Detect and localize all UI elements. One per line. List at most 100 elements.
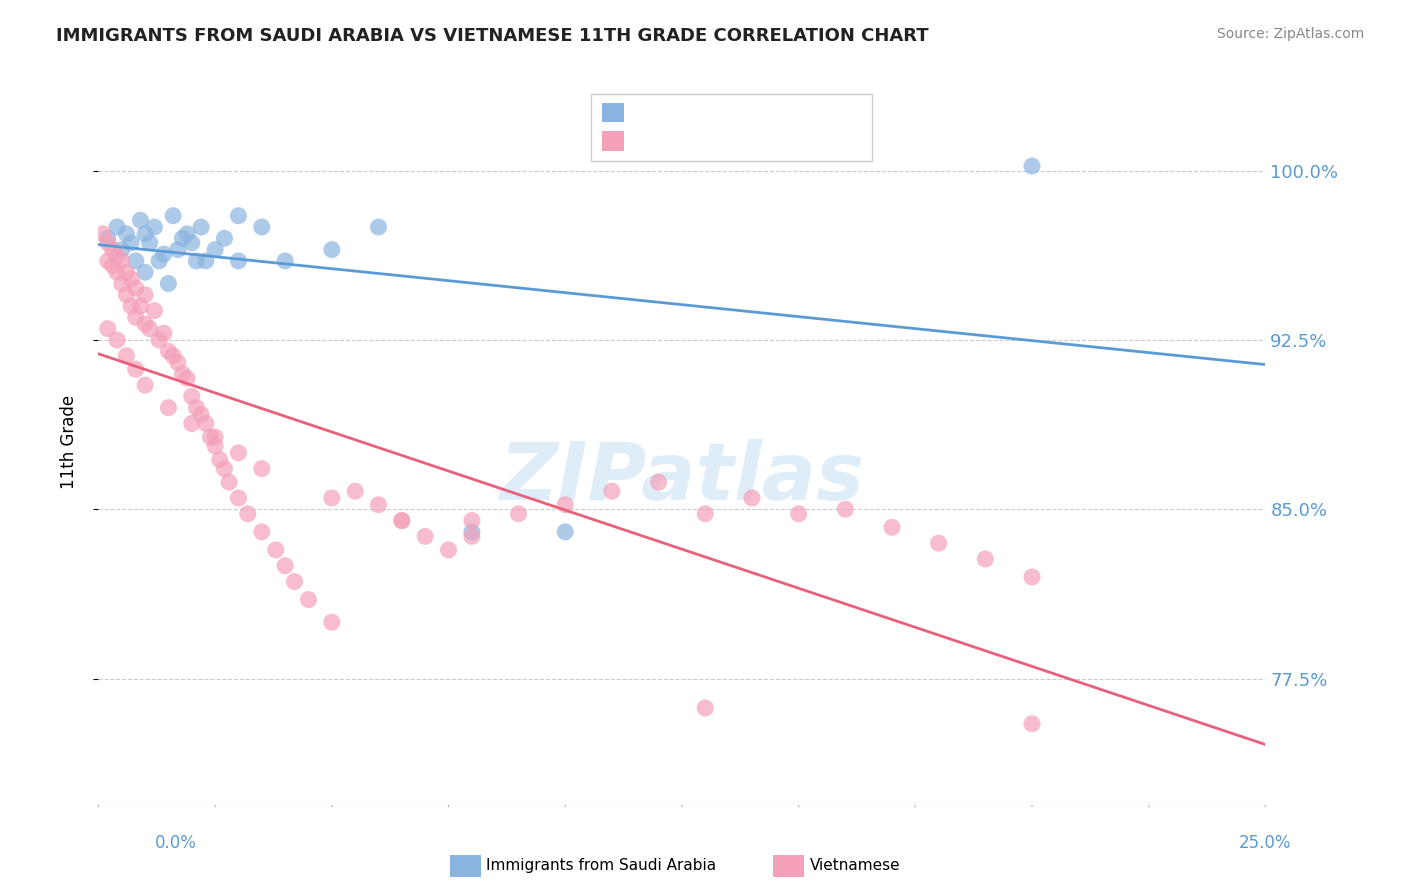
Point [101, 243, 124, 257]
Point [143, 220, 166, 235]
Point [200, 430, 222, 444]
Point [228, 209, 250, 223]
Point [134, 317, 156, 331]
Text: ZIPatlas: ZIPatlas [499, 439, 865, 516]
Point [148, 333, 170, 347]
Point [157, 344, 180, 359]
Point [139, 235, 162, 250]
Point [134, 227, 156, 241]
Point [321, 615, 343, 629]
Point [461, 514, 484, 528]
Text: 0.0%: 0.0% [155, 834, 197, 852]
Point [101, 259, 124, 273]
Point [166, 355, 188, 369]
Point [214, 461, 236, 475]
Point [283, 574, 305, 589]
Point [134, 378, 156, 392]
Point [111, 253, 134, 268]
Point [274, 558, 297, 573]
Point [152, 247, 174, 261]
Point [172, 231, 194, 245]
Y-axis label: 11th Grade: 11th Grade [59, 394, 77, 489]
Point [321, 491, 343, 505]
Point [218, 475, 240, 490]
Point [204, 243, 226, 257]
Point [134, 265, 156, 279]
Point [367, 220, 389, 235]
Point [180, 389, 202, 403]
Point [508, 507, 530, 521]
Point [120, 235, 142, 250]
Point [97, 253, 120, 268]
Point [129, 213, 152, 227]
Text: R = -0.434  N = 77: R = -0.434 N = 77 [636, 132, 793, 150]
Point [143, 303, 166, 318]
Text: R =  0.215  N = 33: R = 0.215 N = 33 [636, 103, 793, 121]
Point [554, 498, 576, 512]
Point [194, 417, 217, 431]
Point [176, 371, 198, 385]
Point [264, 542, 287, 557]
Point [111, 243, 134, 257]
Point [190, 220, 212, 235]
Point [974, 552, 997, 566]
Point [125, 253, 148, 268]
Point [741, 491, 763, 505]
Point [461, 524, 484, 539]
Point [157, 401, 180, 415]
Point [437, 542, 460, 557]
Point [125, 281, 148, 295]
Point [115, 227, 138, 241]
Point [391, 514, 413, 528]
Text: 25.0%: 25.0% [1239, 834, 1292, 852]
Point [166, 243, 188, 257]
Point [176, 227, 198, 241]
Point [1021, 159, 1043, 173]
Point [162, 209, 184, 223]
Point [1021, 716, 1043, 731]
Point [834, 502, 856, 516]
Point [928, 536, 950, 550]
Text: Immigrants from Saudi Arabia: Immigrants from Saudi Arabia [486, 858, 717, 872]
Point [236, 507, 259, 521]
Point [194, 253, 217, 268]
Point [321, 243, 343, 257]
Point [186, 253, 208, 268]
Point [297, 592, 319, 607]
Point [695, 507, 717, 521]
Point [162, 349, 184, 363]
Point [461, 529, 484, 543]
Point [554, 524, 576, 539]
Point [172, 367, 194, 381]
Point [880, 520, 903, 534]
Point [157, 277, 180, 291]
Point [600, 484, 623, 499]
Point [214, 231, 236, 245]
Point [105, 265, 128, 279]
Point [134, 287, 156, 301]
Text: IMMIGRANTS FROM SAUDI ARABIA VS VIETNAMESE 11TH GRADE CORRELATION CHART: IMMIGRANTS FROM SAUDI ARABIA VS VIETNAME… [56, 27, 929, 45]
Point [695, 701, 717, 715]
Point [344, 484, 367, 499]
Point [120, 272, 142, 286]
Point [208, 452, 231, 467]
Point [180, 235, 202, 250]
Point [186, 401, 208, 415]
Point [105, 333, 128, 347]
Point [204, 430, 226, 444]
Point [228, 446, 250, 460]
Point [125, 310, 148, 325]
Point [97, 321, 120, 335]
Point [391, 514, 413, 528]
Point [274, 253, 297, 268]
Point [228, 491, 250, 505]
Point [120, 299, 142, 313]
Point [413, 529, 436, 543]
Point [129, 299, 152, 313]
Point [148, 253, 170, 268]
Text: Source: ZipAtlas.com: Source: ZipAtlas.com [1216, 27, 1364, 41]
Point [204, 439, 226, 453]
Point [152, 326, 174, 340]
Point [105, 220, 128, 235]
Point [367, 498, 389, 512]
